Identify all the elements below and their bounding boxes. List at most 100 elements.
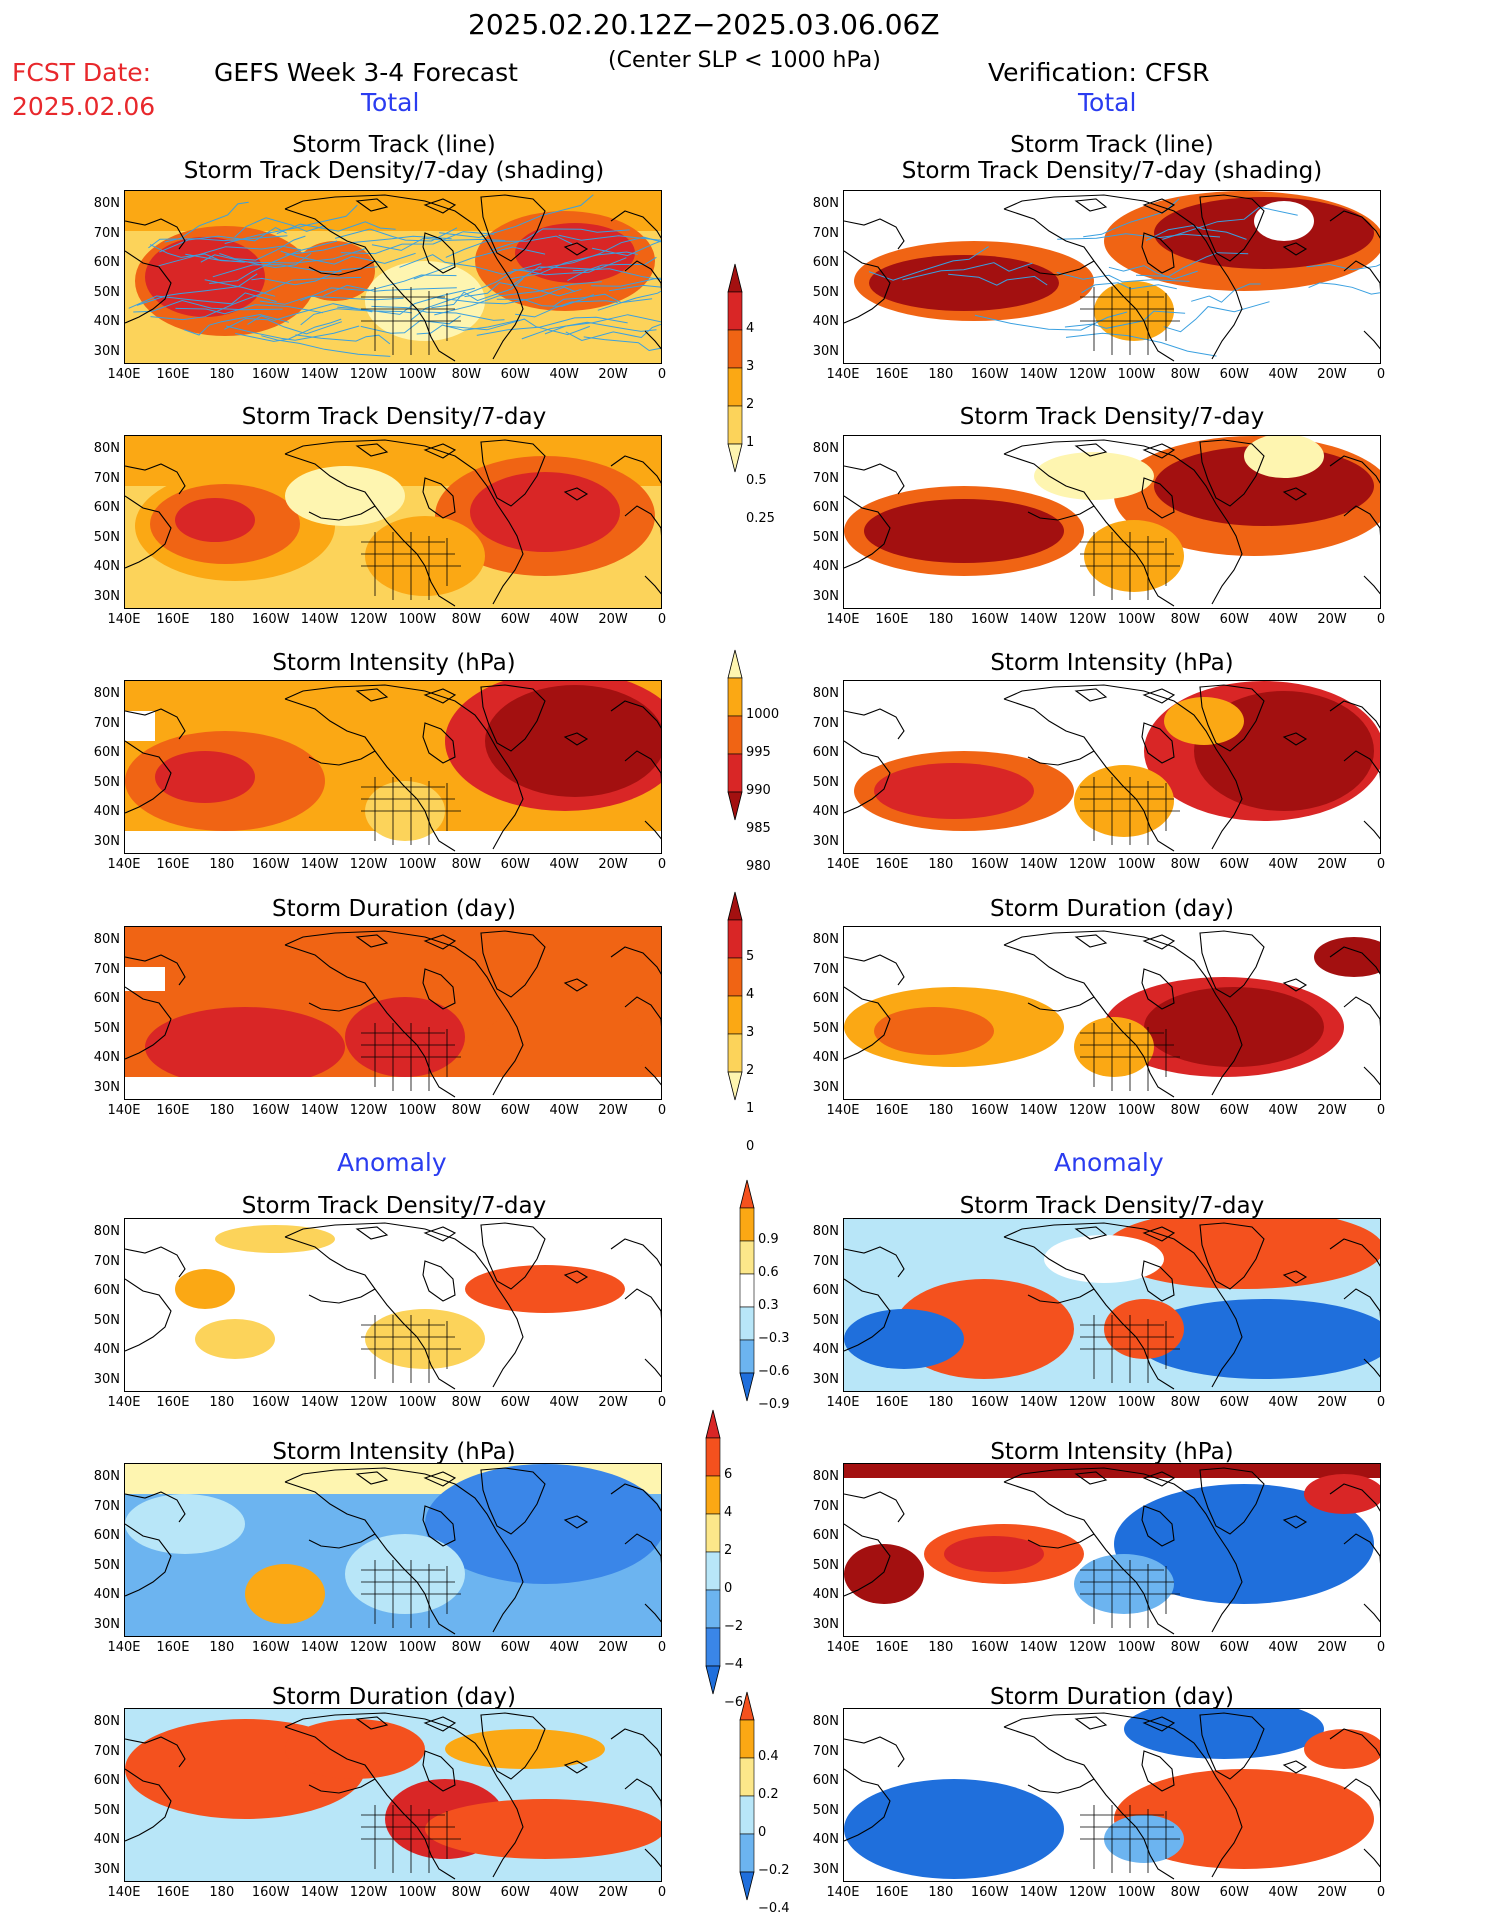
colorbar-label: −4 — [724, 1657, 744, 1672]
colorbar-label: −0.4 — [758, 1901, 790, 1916]
lat-tick-label: 80N — [93, 441, 120, 456]
lon-tick-label: 40W — [549, 1640, 579, 1655]
colorbar-segment — [705, 1437, 721, 1477]
lon-tick-label: 0 — [1376, 1885, 1386, 1900]
lon-tick-label: 140W — [300, 367, 339, 382]
lon-tick-label: 20W — [598, 367, 628, 382]
lat-tick-label: 40N — [812, 1050, 839, 1065]
colorbar-intensity-anom — [705, 1409, 721, 1695]
lon-tick-label: 120W — [349, 1640, 388, 1655]
lon-tick-label: 100W — [1117, 857, 1156, 872]
colorbar-segment — [727, 995, 743, 1035]
lon-tick-label: 80W — [451, 1885, 482, 1900]
map-panel-r1 — [843, 190, 1381, 364]
colorbar-label: 1 — [746, 435, 755, 450]
lon-tick-label: 20W — [598, 1885, 628, 1900]
title-r2: Storm Track Density/7-day — [959, 404, 1265, 430]
lon-tick-label: 160E — [875, 612, 909, 627]
lon-tick-label: 60W — [500, 1640, 530, 1655]
title-l5: Storm Track Density/7-day — [241, 1193, 547, 1219]
lat-tick-label: 70N — [93, 1743, 120, 1759]
map-panel-l5 — [124, 1218, 662, 1392]
lon-tick-label: 120W — [349, 367, 388, 382]
lon-tick-label: 140E — [107, 1103, 141, 1118]
lat-tick-label: 60N — [93, 1528, 120, 1543]
lon-tick-label: 160E — [875, 1640, 909, 1655]
lon-tick-label: 100W — [398, 1885, 437, 1900]
lon-tick-label: 60W — [1219, 612, 1249, 627]
lon-tick-label: 20W — [598, 612, 628, 627]
lon-tick-label: 60W — [1219, 1395, 1249, 1410]
lat-tick-label: 50N — [812, 529, 839, 545]
lat-tick-label: 60N — [93, 500, 120, 515]
lat-tick-label: 70N — [812, 1498, 839, 1514]
lat-tick-label: 80N — [812, 1714, 839, 1729]
colorbar-label: 980 — [746, 859, 771, 874]
lat-tick-label: 60N — [812, 1283, 839, 1298]
colorbar-label: −0.3 — [758, 1331, 790, 1346]
colorbar-segment — [705, 1475, 721, 1515]
lon-tick-label: 0 — [657, 1103, 667, 1118]
lon-tick-label: 80W — [1170, 1640, 1201, 1655]
lon-tick-label: 140E — [107, 612, 141, 627]
colorbar-label: 4 — [746, 987, 755, 1002]
lon-tick-label: 160E — [156, 367, 190, 382]
colorbar-segment — [727, 291, 743, 331]
map-panel-l2 — [124, 435, 662, 609]
colorbar-segment — [727, 715, 743, 755]
lat-tick-label: 40N — [812, 314, 839, 329]
lat-tick-label: 50N — [812, 774, 839, 790]
lon-tick-label: 80W — [1170, 367, 1201, 382]
colorbar-label: 995 — [746, 745, 771, 760]
colorbar-intensity-total — [727, 649, 743, 821]
lon-tick-label: 160E — [875, 857, 909, 872]
lon-tick-label: 140E — [107, 1640, 141, 1655]
lon-tick-label: 100W — [1117, 367, 1156, 382]
lon-tick-label: 40W — [1268, 1885, 1298, 1900]
lon-tick-label: 60W — [1219, 1885, 1249, 1900]
colorbar-label: 0 — [758, 1825, 767, 1840]
lon-tick-label: 140W — [1019, 367, 1058, 382]
lon-tick-label: 180 — [209, 1395, 235, 1410]
lon-tick-label: 160E — [156, 1885, 190, 1900]
colorbar-label: 0.3 — [758, 1298, 779, 1313]
title-l3: Storm Intensity (hPa) — [272, 650, 516, 676]
lon-tick-label: 20W — [598, 857, 628, 872]
lat-tick-label: 60N — [93, 991, 120, 1006]
map-panel-l6 — [124, 1463, 662, 1637]
colorbar-top-arrow — [739, 1179, 755, 1209]
colorbar-segment — [705, 1627, 721, 1667]
lon-tick-label: 160W — [970, 1395, 1009, 1410]
lat-tick-label: 80N — [812, 196, 839, 211]
lon-tick-label: 160W — [251, 1103, 290, 1118]
lon-tick-label: 160E — [156, 857, 190, 872]
left-anomaly-label: Anomaly — [337, 1148, 447, 1177]
lat-tick-label: 30N — [93, 1861, 120, 1877]
lon-tick-label: 120W — [1068, 857, 1107, 872]
lat-tick-label: 30N — [812, 1616, 839, 1632]
colorbar-bottom-arrow — [739, 1871, 755, 1901]
lon-tick-label: 80W — [1170, 1885, 1201, 1900]
lat-tick-label: 60N — [93, 745, 120, 760]
lon-tick-label: 160W — [970, 612, 1009, 627]
lon-tick-label: 140W — [300, 612, 339, 627]
title-l7: Storm Duration (day) — [272, 1684, 516, 1710]
lat-tick-label: 40N — [812, 559, 839, 574]
lon-tick-label: 80W — [451, 1640, 482, 1655]
lon-tick-label: 40W — [549, 1395, 579, 1410]
right-total-label: Total — [1078, 88, 1137, 117]
colorbar-segment — [739, 1795, 755, 1835]
lon-tick-label: 120W — [1068, 1395, 1107, 1410]
lat-tick-label: 80N — [93, 196, 120, 211]
lon-tick-label: 160E — [156, 612, 190, 627]
lat-tick-label: 50N — [93, 284, 120, 300]
lat-tick-label: 70N — [93, 1253, 120, 1269]
lon-tick-label: 180 — [928, 612, 954, 627]
lat-tick-label: 70N — [93, 715, 120, 731]
fcst-date-value: 2025.02.06 — [12, 92, 156, 121]
lat-tick-label: 70N — [812, 225, 839, 241]
lon-tick-label: 20W — [1317, 367, 1347, 382]
title-r5: Storm Track Density/7-day — [959, 1193, 1265, 1219]
lon-tick-label: 0 — [657, 1395, 667, 1410]
lon-tick-label: 160W — [970, 1885, 1009, 1900]
